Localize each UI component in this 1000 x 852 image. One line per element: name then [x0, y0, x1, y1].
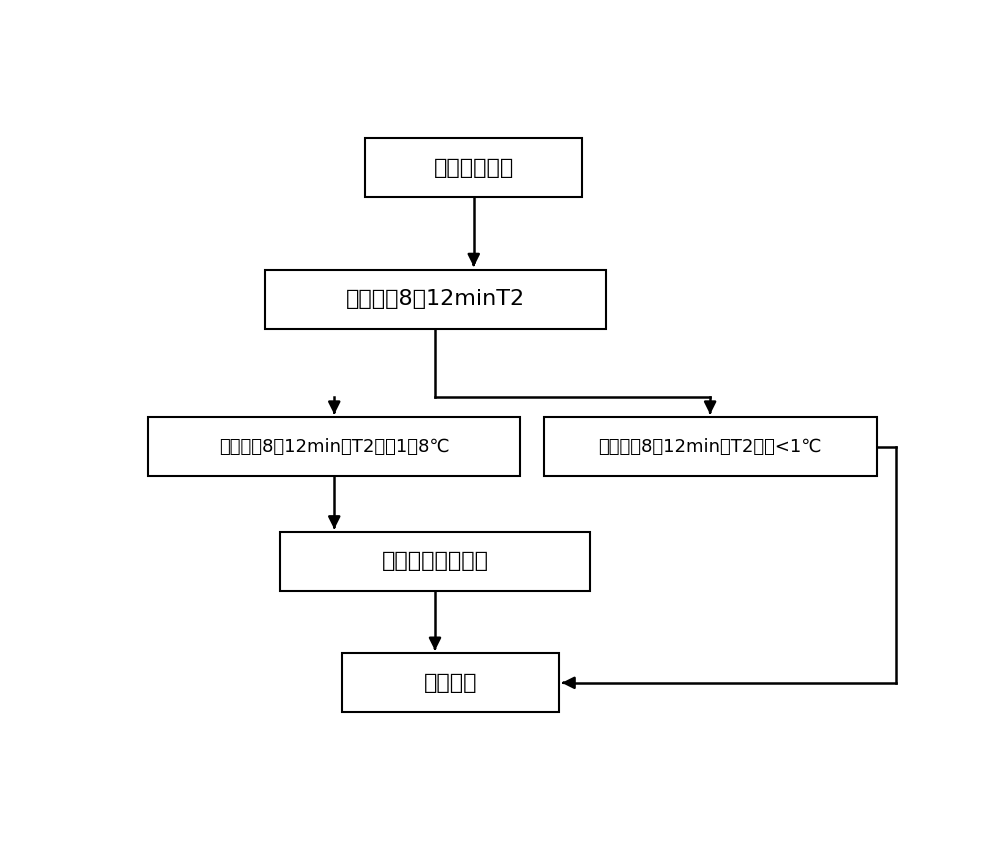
- FancyBboxPatch shape: [264, 269, 606, 329]
- Text: 如果最近8～12min内T2下降1～8℃: 如果最近8～12min内T2下降1～8℃: [219, 438, 450, 456]
- FancyBboxPatch shape: [365, 138, 582, 198]
- FancyBboxPatch shape: [342, 653, 559, 712]
- Text: 收到关机指令: 收到关机指令: [434, 158, 514, 178]
- FancyBboxPatch shape: [148, 417, 520, 476]
- Text: 系统停机: 系统停机: [424, 673, 477, 693]
- FancyBboxPatch shape: [544, 417, 877, 476]
- Text: 系统进入化霜模式: 系统进入化霜模式: [382, 551, 488, 572]
- Text: 检测最近8～12minT2: 检测最近8～12minT2: [345, 289, 525, 309]
- FancyBboxPatch shape: [280, 532, 590, 591]
- Text: 如果最近8～12min内T2下降<1℃: 如果最近8～12min内T2下降<1℃: [598, 438, 822, 456]
